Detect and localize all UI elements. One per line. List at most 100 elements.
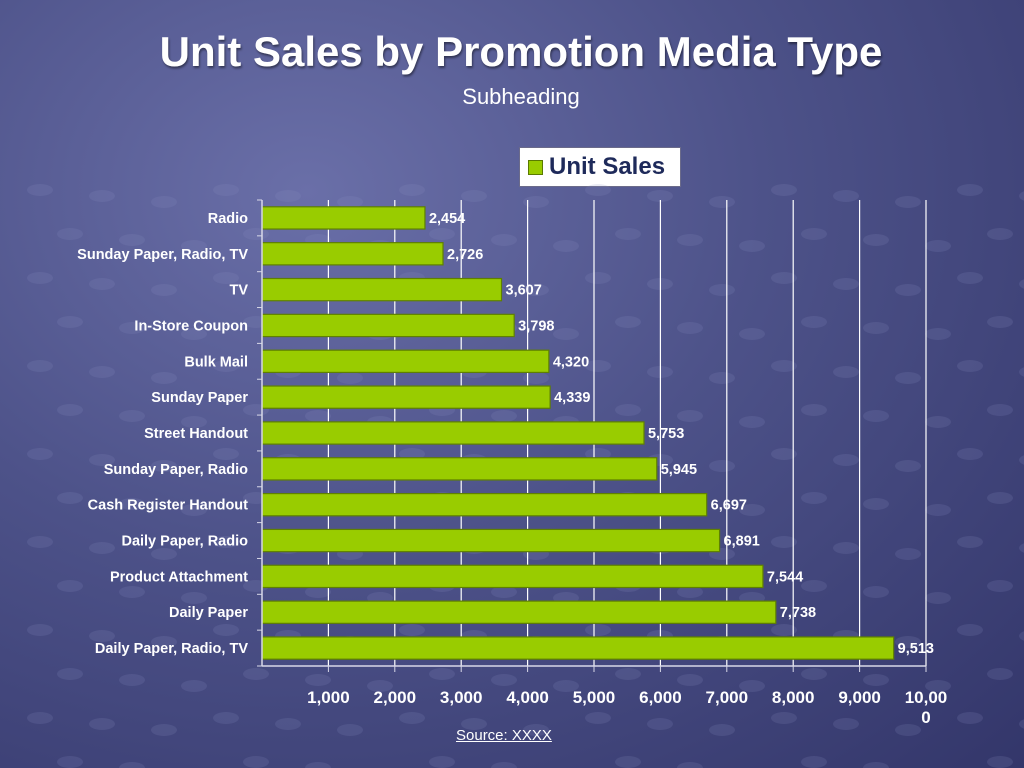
background-dot [89, 630, 115, 642]
background-dot [119, 322, 145, 334]
chart-legend: Unit Sales [519, 147, 681, 187]
background-dot [801, 580, 827, 592]
background-dot [677, 322, 703, 334]
bar [261, 349, 550, 374]
background-dot [1019, 543, 1024, 553]
background-dot [615, 404, 641, 416]
background-dot [739, 504, 765, 516]
background-dot [771, 184, 797, 196]
bars [261, 206, 895, 660]
background-dot [119, 586, 145, 598]
background-dot [1019, 279, 1024, 289]
background-dot [89, 454, 115, 466]
background-dot [771, 360, 797, 372]
background-dot [461, 190, 487, 202]
background-dot [895, 724, 921, 736]
category-label: Daily Paper, Radio, TV [95, 641, 248, 657]
category-label: Daily Paper, Radio [121, 534, 248, 550]
background-dot [151, 460, 177, 472]
background-dot [1019, 191, 1024, 201]
background-dot [925, 504, 951, 516]
background-dot [677, 586, 703, 598]
background-dot [863, 322, 889, 334]
background-dot [615, 668, 641, 680]
background-dot [833, 278, 859, 290]
background-dot [677, 410, 703, 422]
background-dot [181, 680, 207, 692]
background-dot [987, 756, 1013, 768]
background-dot [987, 580, 1013, 592]
background-dot [771, 624, 797, 636]
bar [261, 206, 426, 230]
background-dot [57, 580, 83, 592]
background-dot [89, 542, 115, 554]
background-dot [801, 404, 827, 416]
bar [261, 313, 515, 338]
background-dot [957, 448, 983, 460]
background-dot [895, 372, 921, 384]
background-dot [119, 410, 145, 422]
background-dot [523, 284, 549, 296]
background-dot [57, 316, 83, 328]
background-dot [491, 674, 517, 686]
background-dot [1019, 719, 1024, 729]
background-dot [213, 536, 239, 548]
background-dot [895, 196, 921, 208]
background-dot [27, 448, 53, 460]
x-tick-label: 7,000 [706, 688, 749, 707]
background-dot [801, 228, 827, 240]
background-dot [491, 586, 517, 598]
background-dot [957, 536, 983, 548]
background-dot [27, 360, 53, 372]
source-note: Source: XXXX [456, 727, 552, 744]
background-dot [863, 762, 889, 768]
bar [261, 564, 764, 589]
background-dot [801, 316, 827, 328]
background-dot [337, 196, 363, 208]
data-label: 7,544 [767, 569, 803, 585]
background-dot [833, 190, 859, 202]
background-dot [213, 360, 239, 372]
background-dot [461, 718, 487, 730]
background-dot [895, 548, 921, 560]
x-tick-label: 3,000 [440, 688, 483, 707]
data-label: 3,607 [506, 283, 542, 299]
background-dot [957, 624, 983, 636]
background-dot [863, 234, 889, 246]
background-dot [709, 460, 735, 472]
background-dot [585, 624, 611, 636]
category-label: Sunday Paper [151, 390, 248, 406]
background-dot [957, 712, 983, 724]
background-dot [243, 668, 269, 680]
background-dot [213, 272, 239, 284]
background-dot [647, 718, 673, 730]
background-dot [833, 366, 859, 378]
data-label: 5,753 [648, 426, 684, 442]
category-label: In-Store Coupon [134, 318, 248, 334]
background-dot [27, 536, 53, 548]
category-label: Cash Register Handout [88, 498, 248, 514]
x-tick-label: 10,00 0 [905, 688, 948, 727]
axes [257, 199, 927, 672]
background-dot [243, 228, 269, 240]
bar [261, 242, 444, 266]
background-dot [1019, 631, 1024, 641]
background-dot [833, 454, 859, 466]
x-tick-label: 8,000 [772, 688, 815, 707]
background-dot [709, 372, 735, 384]
data-label: 3,798 [518, 318, 554, 334]
background-dot [151, 636, 177, 648]
background-dot [89, 366, 115, 378]
data-label: 6,891 [724, 534, 760, 550]
category-label: Sunday Paper, Radio [104, 462, 248, 478]
background-dot [27, 712, 53, 724]
background-dot [895, 284, 921, 296]
background-dot [987, 228, 1013, 240]
data-label: 7,738 [780, 605, 816, 621]
background-dot [585, 448, 611, 460]
bar [261, 421, 645, 445]
background-dot [119, 234, 145, 246]
background-dot [399, 184, 425, 196]
legend-swatch-unit-sales [528, 159, 543, 175]
background-dot [151, 372, 177, 384]
